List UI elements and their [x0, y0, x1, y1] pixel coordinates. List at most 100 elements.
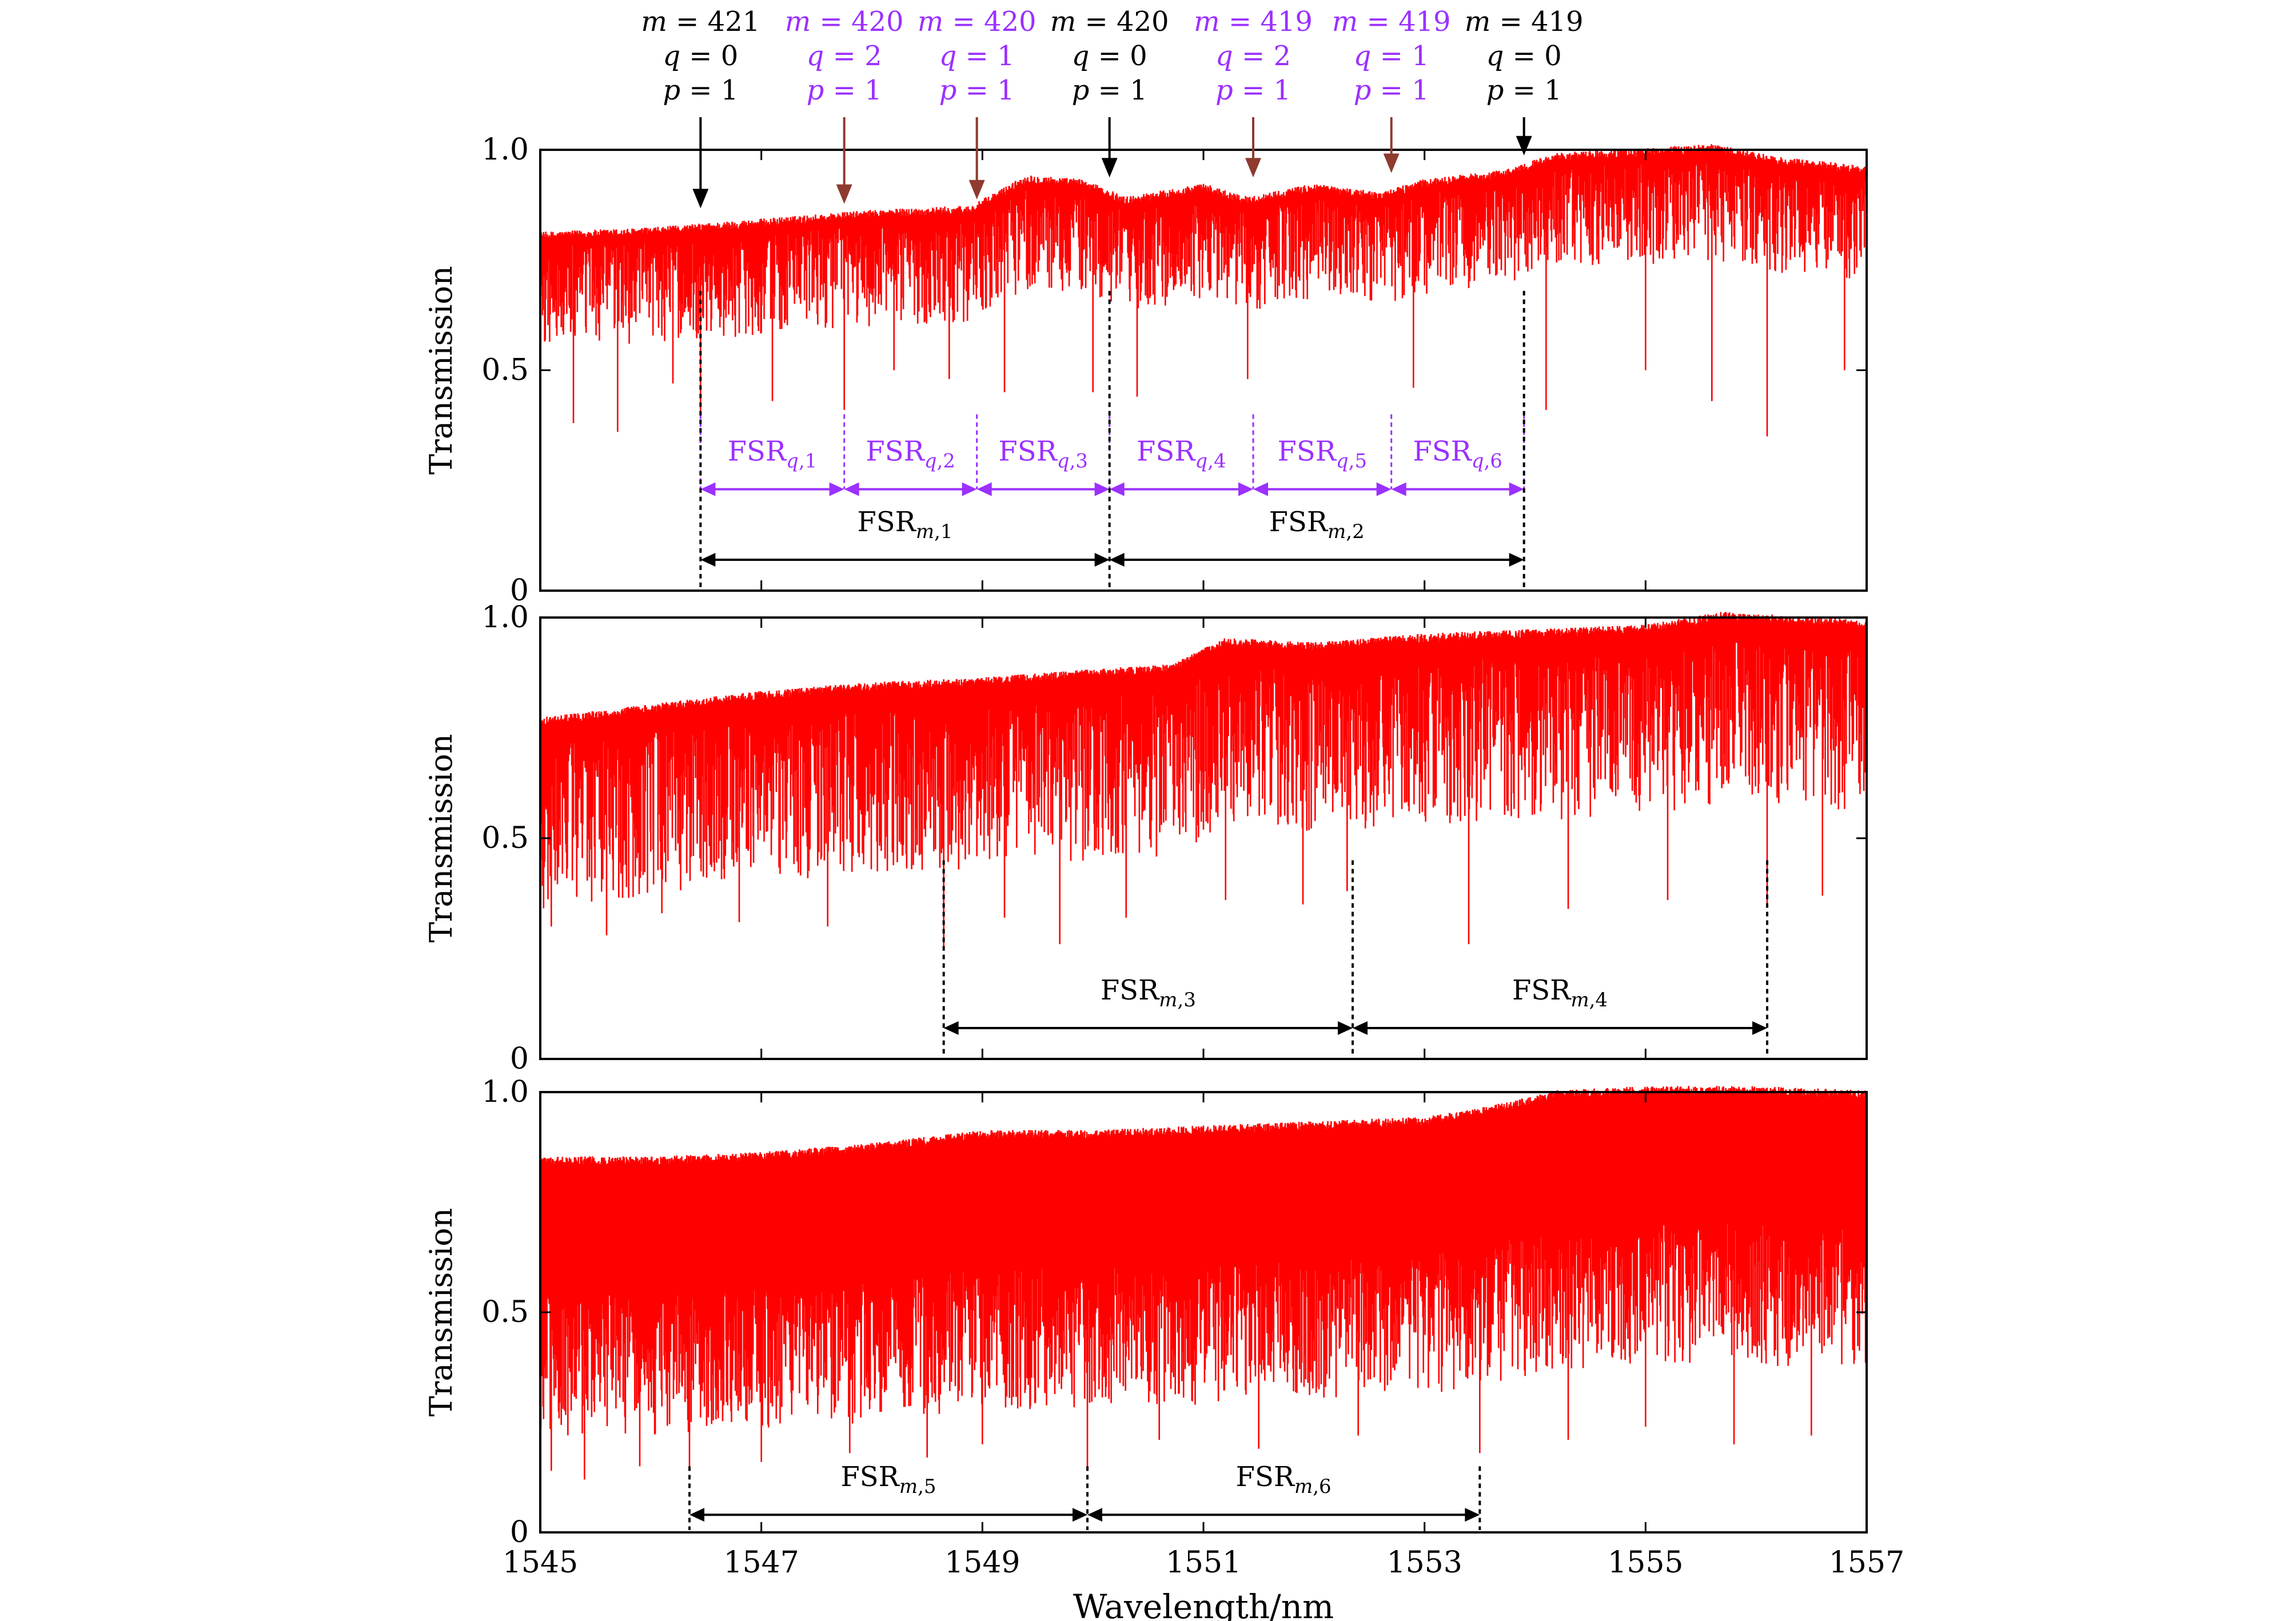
fsr-q-arrowhead-left — [1391, 482, 1406, 496]
y-tick-label-top: 0.5 — [481, 353, 529, 388]
x-tick-label: 1545 — [503, 1546, 578, 1580]
fsr-q-label: FSRq,1 — [728, 436, 818, 473]
mode-label-p: p = 1 — [663, 74, 738, 106]
mode-label-p: p = 1 — [1072, 74, 1147, 106]
fsr-m-arrowhead-right — [1338, 1021, 1353, 1035]
fsr-q-arrowhead-left — [700, 482, 716, 496]
mode-arrow-head — [1101, 158, 1118, 178]
fsr-m-arrowhead-right — [1465, 1508, 1480, 1522]
fsr-q-arrowhead-right — [1238, 482, 1253, 496]
fsr-m-label: FSRm,2 — [1269, 506, 1365, 543]
mode-label-q: q = 1 — [1354, 40, 1429, 72]
spectrum-trace-middle — [539, 612, 1868, 949]
fsr-m-label: FSRm,1 — [857, 506, 952, 543]
fsr-q-arrowhead-right — [962, 482, 977, 496]
fsr-m-span-m1: FSRm,1 — [699, 290, 1110, 588]
mode-label-p: p = 1 — [807, 74, 882, 106]
y-axis-label-middle: Transmission — [423, 734, 459, 943]
fsr-m-arrowhead-left — [943, 1021, 959, 1035]
mode-label-q: q = 2 — [1215, 40, 1291, 72]
fsr-m-arrowhead-left — [700, 553, 716, 567]
mode-label-m: m = 421 — [641, 6, 760, 38]
fsr-q-label: FSRq,6 — [1413, 436, 1502, 473]
mode-arrow-head — [692, 189, 709, 209]
y-axis-label-bottom: Transmission — [423, 1208, 459, 1417]
spectrum-trace-bottom — [539, 1086, 1868, 1480]
fsr-q-arrowhead-left — [844, 482, 859, 496]
mode-label-p: p = 1 — [1486, 74, 1562, 106]
mode-label-q: q = 1 — [939, 40, 1015, 72]
mode-arrow-head — [1383, 153, 1400, 173]
fsr-m-label: FSRm,6 — [1236, 1461, 1332, 1498]
fsr-q-arrowhead-left — [1109, 482, 1125, 496]
x-tick-label: 1551 — [1166, 1546, 1241, 1580]
fsr-q-arrowhead-right — [1094, 482, 1110, 496]
fsr-q-label: FSRq,2 — [866, 436, 955, 473]
fsr-q-arrowhead-left — [1253, 482, 1268, 496]
fsr-q-span-1: FSRq,1 — [699, 414, 844, 496]
mode-label-m: m = 419 — [1332, 6, 1451, 38]
y-tick-label-bottom: 1.0 — [481, 1075, 529, 1109]
mode-label-m: m = 420 — [785, 6, 904, 38]
fsr-m-arrowhead-left — [1109, 553, 1125, 567]
x-tick-label: 1553 — [1386, 1546, 1462, 1580]
y-tick-label-top: 0 — [510, 573, 529, 608]
mode-label-q: q = 0 — [663, 40, 738, 72]
fsr-q-arrowhead-right — [829, 482, 844, 496]
y-axis-label-top: Transmission — [423, 266, 459, 475]
y-tick-label-bottom: 0.5 — [481, 1295, 529, 1329]
x-tick-label: 1555 — [1608, 1546, 1683, 1580]
fsr-q-span-2: FSRq,2 — [843, 414, 977, 496]
mode-label-p: p = 1 — [939, 74, 1015, 106]
fsr-m-span-m2: FSRm,2 — [1108, 290, 1524, 588]
fsr-q-arrowhead-right — [1376, 482, 1392, 496]
x-tick-label: 1547 — [723, 1546, 799, 1580]
frame-layer: 0 0.5 1.0 Transmission 0 0.5 1.0 Transmission 0 0… — [423, 133, 1904, 1621]
fsr-q-span-4: FSRq,4 — [1109, 414, 1253, 496]
fsr-q-arrowhead-right — [1509, 482, 1524, 496]
fsr-q-arrowhead-left — [976, 482, 992, 496]
y-tick-label-middle: 1.0 — [481, 600, 529, 635]
fsr-m-arrowhead-right — [1094, 553, 1110, 567]
mode-label-q: q = 0 — [1072, 40, 1147, 72]
fsr-m-arrowhead-left — [689, 1508, 704, 1522]
mode-label-m: m = 420 — [918, 6, 1037, 38]
mode-label-m: m = 420 — [1050, 6, 1169, 38]
fsr-q-span-6: FSRq,6 — [1390, 414, 1524, 496]
fsr-m-label: FSRm,5 — [840, 1461, 936, 1498]
y-tick-label-middle: 0.5 — [481, 821, 529, 855]
fsr-m-arrowhead-left — [1087, 1508, 1102, 1522]
mode-arrow-head — [836, 184, 852, 204]
mode-arrow-head — [1245, 158, 1261, 178]
mode-arrow-head — [968, 180, 985, 200]
mode-label-p: p = 1 — [1354, 74, 1429, 106]
spectrum-trace-top — [539, 144, 1868, 437]
fsr-m-label: FSRm,4 — [1512, 974, 1608, 1011]
mode-label-m: m = 419 — [1194, 6, 1313, 38]
y-tick-label-bottom: 0 — [510, 1515, 529, 1550]
x-tick-label: 1557 — [1829, 1546, 1904, 1580]
y-tick-label-middle: 0 — [510, 1042, 529, 1076]
fsr-m-label: FSRm,3 — [1101, 974, 1196, 1011]
fsr-m-span-m6: FSRm,6 — [1086, 1461, 1480, 1530]
fsr-q-label: FSRq,4 — [1137, 436, 1226, 473]
fsr-q-label: FSRq,3 — [998, 436, 1088, 473]
mode-label-q: q = 0 — [1486, 40, 1562, 72]
x-tick-label: 1549 — [944, 1546, 1020, 1580]
fsr-q-span-5: FSRq,5 — [1252, 414, 1392, 496]
fsr-m-span-m4: FSRm,4 — [1352, 860, 1767, 1057]
fsr-q-span-3: FSRq,3 — [976, 414, 1110, 496]
mode-label-m: m = 419 — [1465, 6, 1584, 38]
x-axis-label: Wavelength/nm — [1073, 1587, 1334, 1621]
mode-label-p: p = 1 — [1215, 74, 1291, 106]
fsr-q-label: FSRq,5 — [1278, 436, 1368, 473]
fsr-m-arrowhead-right — [1752, 1021, 1767, 1035]
